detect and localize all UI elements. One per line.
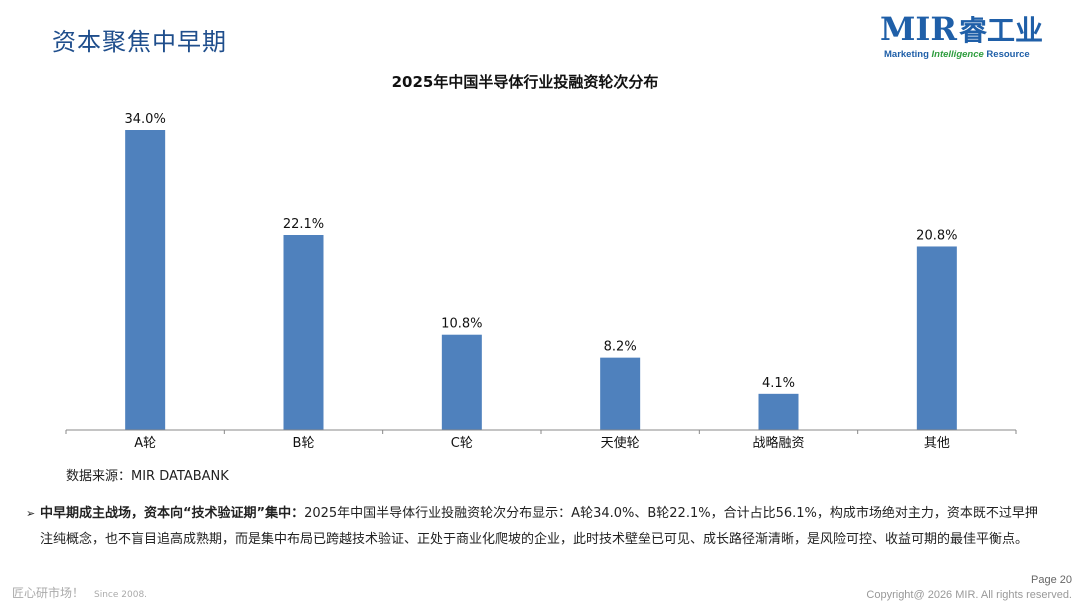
bar-0	[125, 130, 166, 430]
logo-sub-intel: Intelligence	[931, 49, 984, 60]
x-tick-label-5: 其他	[924, 436, 950, 451]
logo-subtitle: Marketing Intelligence Resource	[884, 49, 1030, 60]
x-tick-label-0: A轮	[134, 436, 156, 451]
bar-3	[600, 357, 641, 430]
page-number: Page 20	[1031, 574, 1072, 586]
data-label-1: 22.1%	[283, 217, 324, 232]
mir-logo: MIR睿工业 Marketing Intelligence Resource	[880, 10, 1043, 64]
summary-line-2: 注纯概念，也不盲目追高成熟期，而是集中布局已跨越技术验证、正处于商业化爬坡的企业…	[40, 532, 1029, 547]
x-tick-label-4: 战略融资	[752, 435, 804, 451]
data-label-2: 10.8%	[441, 317, 482, 332]
summary-line-1: 2025年中国半导体行业投融资轮次分布显示：A轮34.0%、B轮22.1%，合计…	[304, 506, 1038, 521]
bar-4	[758, 393, 799, 430]
logo-sub-post: Resource	[986, 49, 1030, 60]
chart-title: 2025年中国半导体行业投融资轮次分布	[392, 73, 659, 91]
logo-cn: 睿工业	[958, 14, 1043, 47]
bar-1	[283, 235, 324, 430]
footer-since: Since 2008.	[94, 590, 148, 600]
x-tick-label-3: 天使轮	[601, 435, 640, 451]
page-title: 资本聚焦中早期	[52, 28, 227, 56]
bars-group: 34.0% A轮 22.1% B轮 10.8% C轮 8.2% 天使轮 4.1% 战略融资 20.8…	[65, 112, 1017, 451]
x-tick-label-1: B轮	[293, 436, 315, 451]
footer-slogan: 匠心研市场！	[12, 586, 85, 600]
logo-sub-pre: Marketing	[884, 49, 929, 60]
logo-mir: MIR	[880, 10, 957, 48]
arrow-bullet-icon: ➢	[26, 507, 36, 520]
summary-paragraph: ➢ 中早期成主战场，资本向“技术验证期”集中：2025年中国半导体行业投融资轮次分…	[26, 501, 1066, 553]
footer-brand: 匠心研市场！ Since 2008.	[12, 584, 147, 601]
x-tick-label-2: C轮	[451, 436, 473, 451]
data-source: 数据来源：MIR DATABANK	[66, 469, 229, 484]
bar-5	[916, 246, 957, 430]
logo-main: MIR睿工业	[880, 10, 1043, 50]
data-label-0: 34.0%	[125, 112, 166, 127]
bar-2	[441, 334, 482, 430]
data-label-5: 20.8%	[916, 228, 957, 243]
summary-lead: 中早期成主战场，资本向“技术验证期”集中：	[40, 506, 305, 521]
bar-chart: 2025年中国半导体行业投融资轮次分布 34.0% A轮 22.1% B轮 10.8% C…	[65, 73, 1017, 451]
copyright: Copyright@ 2026 MIR. All rights reserved…	[866, 589, 1072, 601]
data-label-4: 4.1%	[762, 376, 795, 391]
data-label-3: 8.2%	[604, 340, 637, 355]
